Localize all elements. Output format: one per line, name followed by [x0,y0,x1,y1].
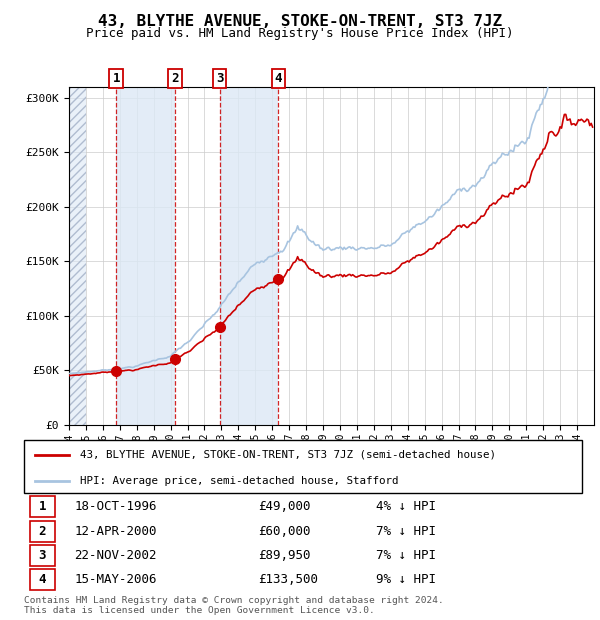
Text: 4: 4 [275,72,282,85]
Text: 7% ↓ HPI: 7% ↓ HPI [376,549,436,562]
Text: 2: 2 [172,72,179,85]
Bar [29,545,55,566]
Bar [29,569,55,590]
Text: 18-OCT-1996: 18-OCT-1996 [74,500,157,513]
Text: HPI: Average price, semi-detached house, Stafford: HPI: Average price, semi-detached house,… [80,476,398,486]
Text: Contains HM Land Registry data © Crown copyright and database right 2024.: Contains HM Land Registry data © Crown c… [24,596,444,606]
Bar [116,87,175,425]
Text: 9% ↓ HPI: 9% ↓ HPI [376,573,436,586]
Text: 3: 3 [38,549,46,562]
Text: £89,950: £89,950 [259,549,311,562]
Text: 15-MAY-2006: 15-MAY-2006 [74,573,157,586]
Text: 2: 2 [38,525,46,538]
Bar [69,87,86,425]
Text: 7% ↓ HPI: 7% ↓ HPI [376,525,436,538]
Text: 12-APR-2000: 12-APR-2000 [74,525,157,538]
Bar [29,521,55,542]
Text: £60,000: £60,000 [259,525,311,538]
Text: £49,000: £49,000 [259,500,311,513]
Text: 1: 1 [38,500,46,513]
Text: 22-NOV-2002: 22-NOV-2002 [74,549,157,562]
Text: 1: 1 [112,72,120,85]
Text: £133,500: £133,500 [259,573,319,586]
Text: 3: 3 [216,72,223,85]
Bar [220,87,278,425]
Text: 4: 4 [38,573,46,586]
Text: 43, BLYTHE AVENUE, STOKE-ON-TRENT, ST3 7JZ: 43, BLYTHE AVENUE, STOKE-ON-TRENT, ST3 7… [98,14,502,29]
Text: Price paid vs. HM Land Registry's House Price Index (HPI): Price paid vs. HM Land Registry's House … [86,27,514,40]
Text: This data is licensed under the Open Government Licence v3.0.: This data is licensed under the Open Gov… [24,606,375,616]
Text: 4% ↓ HPI: 4% ↓ HPI [376,500,436,513]
Text: 43, BLYTHE AVENUE, STOKE-ON-TRENT, ST3 7JZ (semi-detached house): 43, BLYTHE AVENUE, STOKE-ON-TRENT, ST3 7… [80,450,496,460]
Bar [29,496,55,517]
Bar [69,87,86,425]
